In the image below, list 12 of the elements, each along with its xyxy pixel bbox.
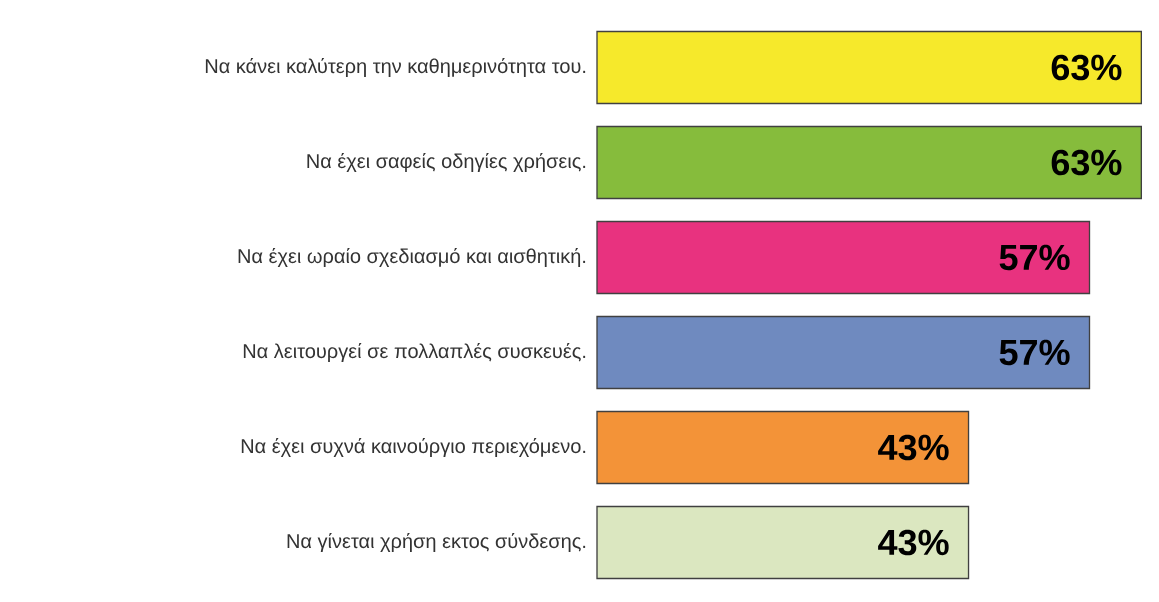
y-tick-label: Να έχει ωραίο σχεδιασμό και αισθητική. (238, 247, 586, 268)
y-tick-label: Να έχει συχνά καινούργιο περιεχόμενο. (241, 437, 586, 458)
y-tick-label: Να κάνει καλύτερη την καθημερινότητα του. (205, 57, 586, 78)
data-label: 57% (999, 339, 1070, 366)
data-label: 63% (1051, 149, 1122, 176)
y-tick-label: Να γίνεται χρήση εκτος σύνδεσης. (287, 532, 586, 553)
y-tick-label: Να έχει σαφείς οδηγίες χρήσεις. (307, 152, 586, 173)
data-label: 43% (878, 529, 949, 556)
data-label: 57% (999, 244, 1070, 271)
data-label: 63% (1051, 54, 1122, 81)
y-tick-label: Να λειτουργεί σε πολλαπλές συσκευές. (243, 342, 586, 363)
data-label: 43% (878, 434, 949, 461)
